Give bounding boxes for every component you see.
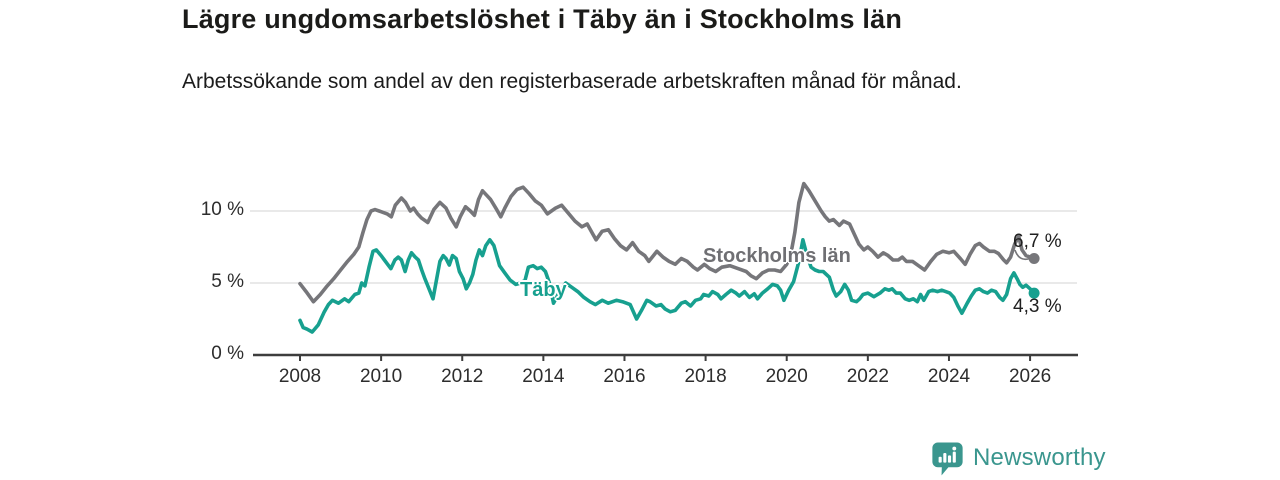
x-tick-label: 2012 [441,366,484,387]
x-tick-label: 2020 [765,366,808,387]
y-tick-label: 10 % [200,199,244,220]
series-line-stockholms-lan [298,181,1036,304]
series-end-dot-taby [1028,287,1040,299]
y-tick-label: 5 % [211,271,244,292]
logo-exclamation-bar [952,451,956,463]
x-tick-label: 2022 [846,366,889,387]
brand-footer: Newsworthy [931,440,1106,478]
logo-exclamation-dot [952,446,957,451]
x-tick-label: 2024 [927,366,971,387]
series-label-stockholms-lan: Stockholms län [703,245,851,267]
y-tick-label: 0 % [211,343,244,364]
x-tick-label: 2010 [359,366,403,387]
end-label-leader-line [1014,249,1031,261]
x-tick-label: 2008 [278,366,322,387]
page-title: Lägre ungdomsarbetslöshet i Täby än i St… [182,4,903,34]
brand-name: Newsworthy [973,444,1106,471]
series-label-taby: Täby [520,279,567,301]
logo-bar-medium [947,455,952,463]
series-end-dot-stockholms-lan [1028,253,1040,264]
x-tick-label: 2016 [603,366,646,387]
chart-subtitle: Arbetssökande som andel av den registerb… [182,70,962,93]
end-value-stockholms-lan: 6,7 % [1013,231,1062,252]
x-tick-label: 2018 [684,366,727,387]
newsworthy-logo-icon [932,442,963,476]
end-value-taby: 4,3 % [1013,296,1062,317]
logo-bar-tall [943,453,947,463]
series-line-taby [298,238,1036,334]
x-tick-label: 2026 [1008,366,1052,387]
logo-bar-small [938,456,942,463]
x-tick-label: 2014 [522,366,565,387]
